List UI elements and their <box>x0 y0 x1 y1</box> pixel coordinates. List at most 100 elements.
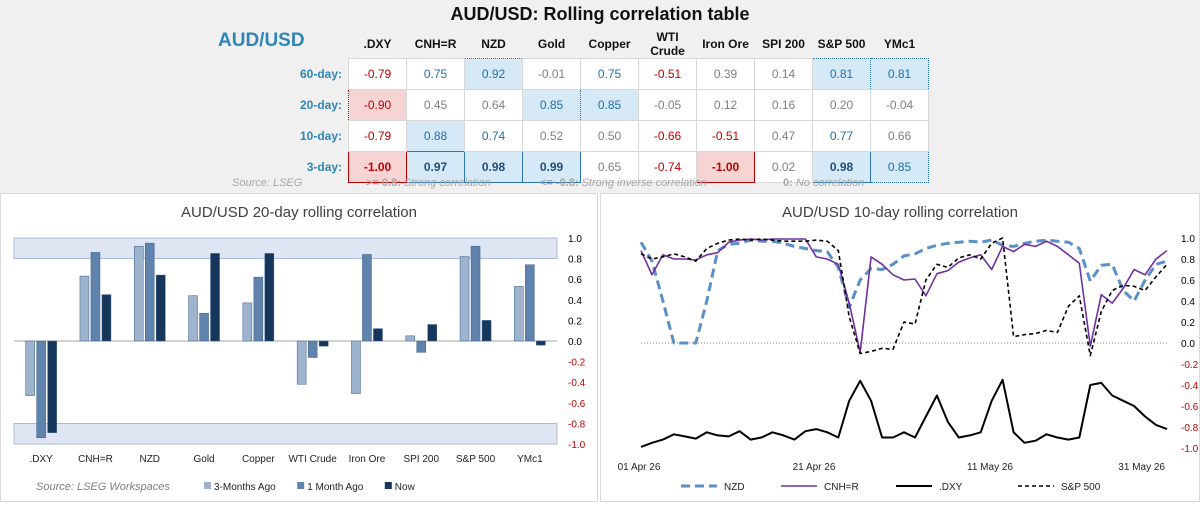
correlation-cell: 0.85 <box>580 89 640 121</box>
y-tick-label: -1.0 <box>568 440 586 451</box>
correlation-table: .DXY CNH=R NZD Gold Copper WTI Crude Iron Ore S… <box>300 30 930 183</box>
bar-chart-panel: AUD/USD 20-day rolling correlation 1.0 0.… <box>0 193 598 502</box>
y-tick-label: -0.4 <box>568 378 586 389</box>
x-tick-label: 01 Apr 26 <box>618 462 661 473</box>
correlation-cell: 0.66 <box>870 120 930 152</box>
series-line <box>639 238 1168 345</box>
table-row: 3-day: -1.00 0.97 0.98 0.99 0.65 -0.74 -1.00 0.0… <box>300 151 930 183</box>
y-tick-label: 1.0 <box>1181 234 1195 245</box>
correlation-cell: 0.52 <box>522 120 582 152</box>
table-source: Source: LSEG <box>232 177 303 189</box>
bar <box>25 340 35 396</box>
bar-chart-title: AUD/USD 20-day rolling correlation <box>181 204 417 221</box>
x-tick-label: 21 Apr 26 <box>793 462 836 473</box>
legend-strong-inverse: <= -0.8: Strong inverse correlation <box>540 177 707 189</box>
y-tick-label: -0.8 <box>1181 423 1199 434</box>
correlation-cell: -0.79 <box>348 120 408 152</box>
bar <box>427 324 437 342</box>
row-label: 20-day: <box>300 98 343 112</box>
row-label: 10-day: <box>300 129 343 143</box>
bar <box>145 242 155 342</box>
bar <box>536 340 546 346</box>
y-tick-label: 1.0 <box>568 234 582 245</box>
bar <box>210 253 220 342</box>
correlation-cell: 0.14 <box>754 58 814 90</box>
correlation-band <box>13 422 558 445</box>
x-tick-label: Iron Ore <box>349 454 386 465</box>
series-line <box>640 378 1168 448</box>
column-header: Gold <box>537 37 566 51</box>
column-header: S&P 500 <box>817 37 866 51</box>
legend-label: 3-Months Ago <box>214 482 276 493</box>
bar <box>416 340 426 353</box>
bar <box>470 245 481 342</box>
y-tick-label: 0.2 <box>1181 318 1195 329</box>
x-tick-label: CNH=R <box>78 454 113 465</box>
legend-label: CNH=R <box>824 482 859 493</box>
bar <box>134 245 144 342</box>
y-tick-label: -0.4 <box>1181 381 1199 392</box>
legend-no-correlation: 0: No correlation <box>783 177 865 189</box>
table-row: 20-day: -0.90 0.45 0.64 0.85 0.85 -0.05 0.12 0.1… <box>300 89 930 121</box>
bar <box>47 340 57 433</box>
y-tick-label: 0.8 <box>568 255 582 266</box>
correlation-cell: 0.99 <box>522 151 582 183</box>
correlation-cell: 0.50 <box>580 120 640 152</box>
correlation-cell: 0.75 <box>580 58 640 90</box>
bar <box>79 275 90 342</box>
bar <box>296 340 307 385</box>
column-header: CNH=R <box>414 37 457 51</box>
correlation-cell: 0.75 <box>406 58 466 90</box>
correlation-cell: 0.39 <box>696 58 756 90</box>
bar <box>459 256 470 342</box>
correlation-cell: 0.64 <box>464 89 524 121</box>
bar-chart: 1.0 0.8 0.6 0.4 0.2 0.0 -0.2 -0.4 -0.6 -0.8 -1.0 .D… <box>13 234 586 493</box>
column-header: .DXY <box>363 37 392 51</box>
legend-strong-correlation: >= 0.8: Strong correlation <box>366 177 491 189</box>
correlation-cell: 0.77 <box>812 120 872 152</box>
correlation-cell: -1.00 <box>696 151 756 183</box>
bar <box>36 340 46 439</box>
bar <box>405 335 415 342</box>
line-chart-title: AUD/USD 10-day rolling correlation <box>782 204 1018 221</box>
correlation-cell: 0.20 <box>812 89 872 121</box>
y-tick-label: 0.6 <box>568 275 582 286</box>
correlation-cell: 0.85 <box>870 151 930 183</box>
bar <box>156 274 166 342</box>
y-tick-label: 0.8 <box>1181 255 1195 266</box>
x-tick-label: SPI 200 <box>403 454 439 465</box>
correlation-cell: 0.98 <box>464 151 524 183</box>
page-title: AUD/USD: Rolling correlation table <box>450 4 750 24</box>
x-tick-label: Copper <box>242 454 275 465</box>
correlation-cell: 0.47 <box>754 120 814 152</box>
bar <box>253 276 264 342</box>
bar <box>199 312 209 342</box>
column-header: YMc1 <box>883 37 916 51</box>
correlation-cell: -0.66 <box>638 120 698 152</box>
x-tick-label: WTI Crude <box>288 454 337 465</box>
line-chart: 1.0 0.8 0.6 0.4 0.2 0.0 -0.2 -0.4 -0.6 -0.8 -1.0 01… <box>618 234 1199 493</box>
legend-swatch <box>384 482 392 489</box>
column-header: SPI 200 <box>762 37 805 51</box>
x-tick-label: 11 May 26 <box>967 462 1013 473</box>
legend-label: S&P 500 <box>1061 482 1101 493</box>
y-tick-label: -0.2 <box>1181 360 1199 371</box>
legend-label: .DXY <box>939 482 963 493</box>
correlation-cell: 0.92 <box>464 58 524 90</box>
y-tick-label: 0.6 <box>1181 276 1195 287</box>
y-tick-label: -0.6 <box>1181 402 1199 413</box>
table-brand-label: AUD/USD <box>218 30 305 51</box>
correlation-cell: -0.79 <box>348 58 408 90</box>
bar <box>101 294 112 342</box>
x-tick-label: S&P 500 <box>456 454 496 465</box>
x-tick-label: NZD <box>139 454 160 465</box>
correlation-cell: -0.04 <box>870 89 930 121</box>
bar <box>318 340 329 347</box>
y-tick-label: 0.2 <box>568 316 582 327</box>
bar <box>90 252 101 342</box>
correlation-cell: 0.81 <box>812 58 872 90</box>
correlation-cell: -0.01 <box>522 58 582 90</box>
correlation-cell: -0.05 <box>638 89 698 121</box>
bar <box>307 340 318 358</box>
column-header: Copper <box>588 37 631 51</box>
